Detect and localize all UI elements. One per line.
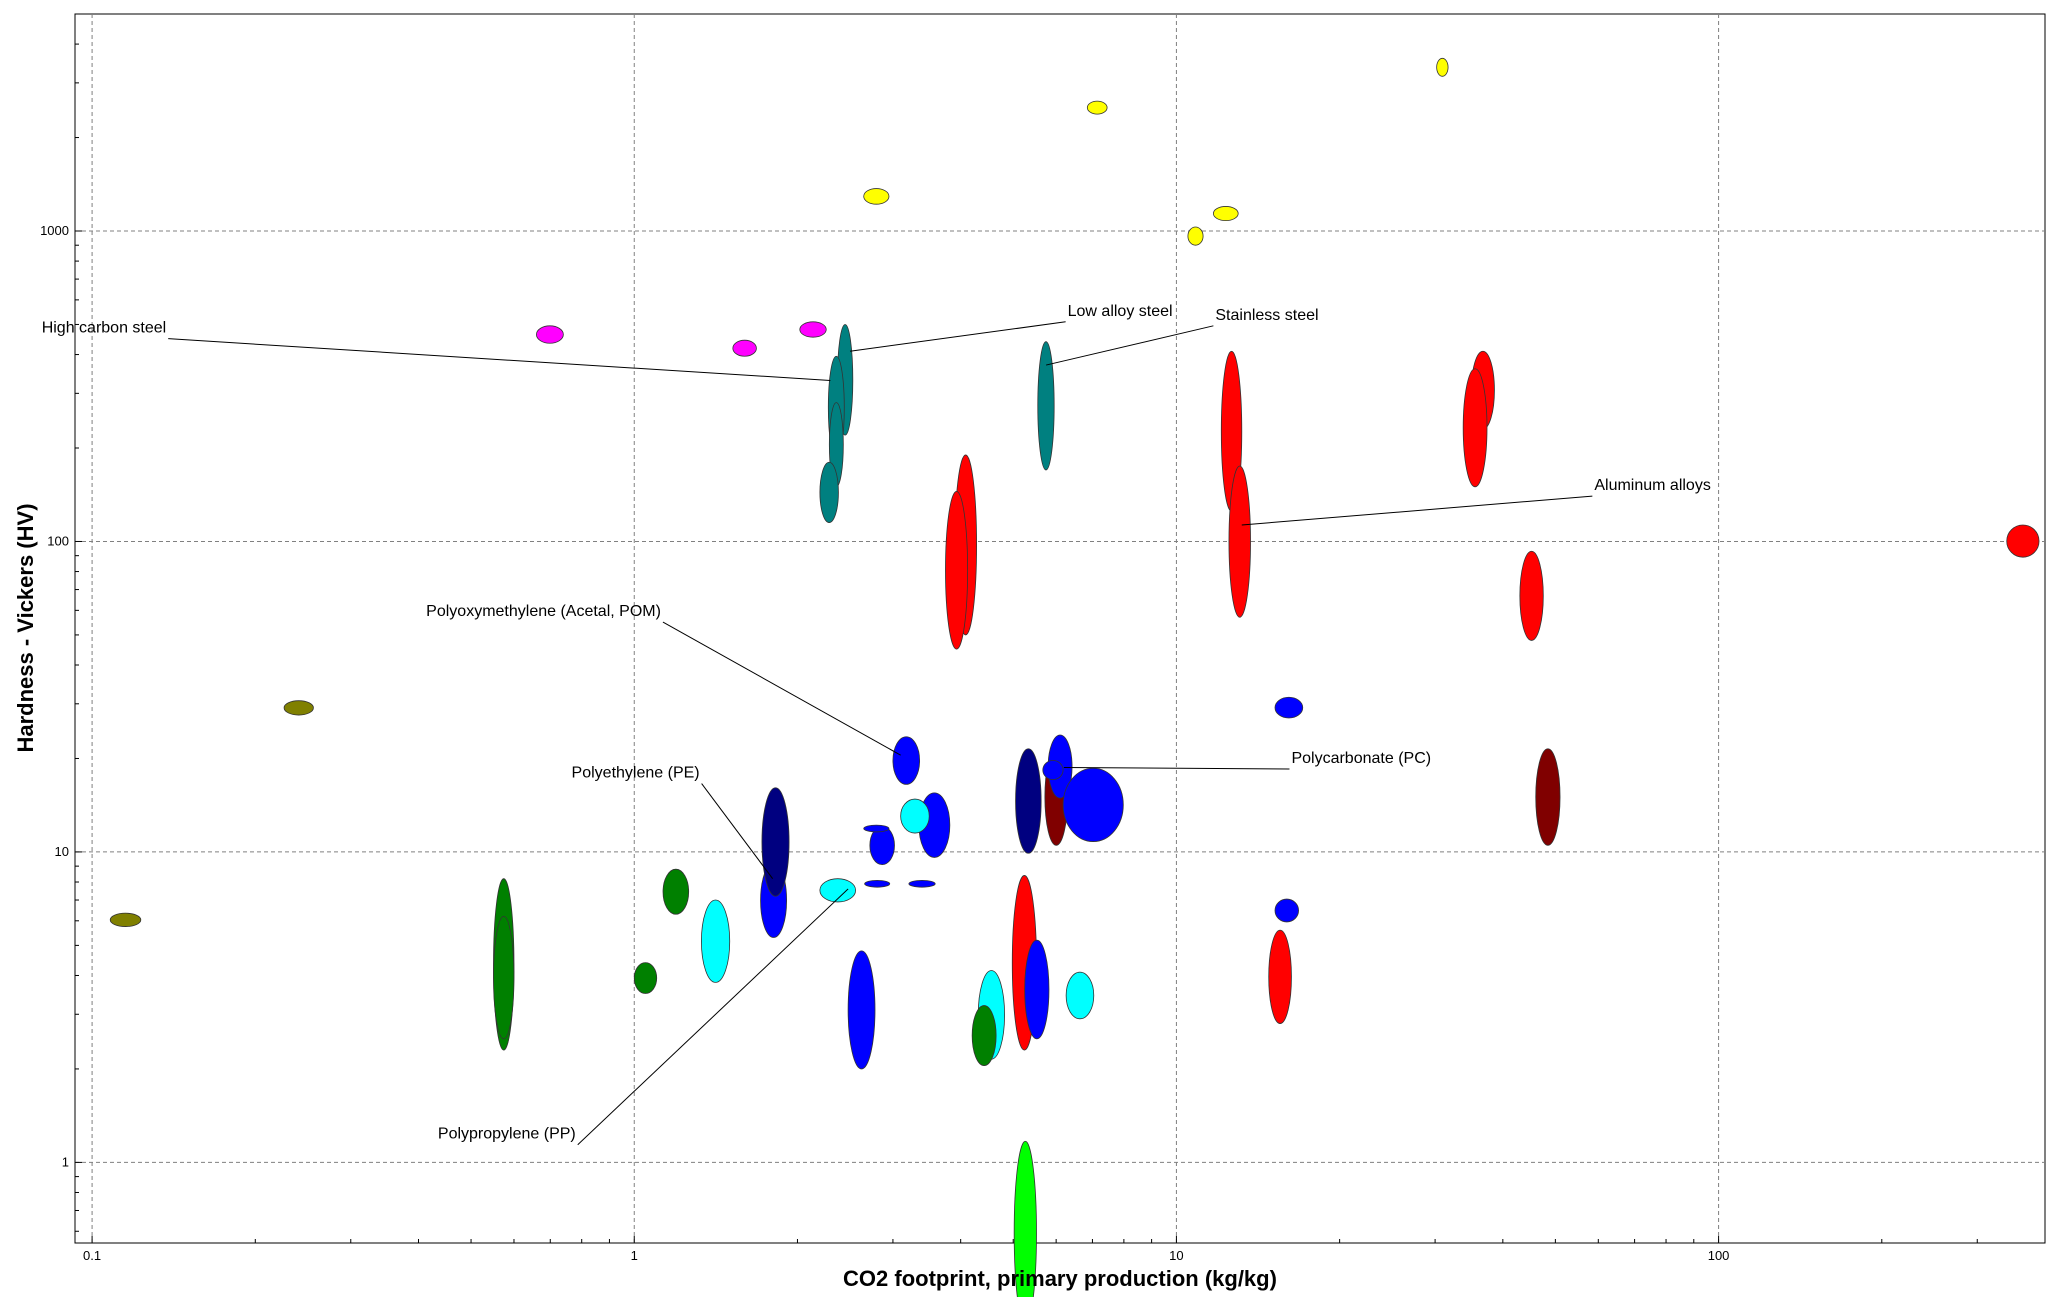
bubble-natural (283, 700, 314, 716)
bubble-elastomer (633, 962, 658, 994)
annotations: High carbon steel Low alloy steel Stainles… (42, 303, 1711, 1146)
bubble-polymer-light (1065, 971, 1095, 1020)
y-tick-label: 10 (55, 844, 69, 859)
y-axis-title: Hardness - Vickers (HV) (13, 503, 38, 752)
annotation-leader-line (577, 888, 849, 1146)
bubble-metal-nonferrous (1519, 550, 1544, 641)
bubble-polymer-light (819, 878, 856, 903)
bubble-polymer-light (900, 798, 930, 834)
y-tick-label: 100 (47, 533, 69, 548)
bubble-natural (109, 912, 142, 927)
plot-area (74, 13, 2046, 1244)
annotation-leader-line (1046, 325, 1214, 366)
y-tick-label: 1 (62, 1154, 69, 1169)
bubble-polymer (1274, 898, 1299, 923)
x-tick-label: 0.1 (83, 1248, 101, 1263)
bubble-polymer-dark (1015, 748, 1042, 854)
bubble-ceramic (1436, 57, 1449, 77)
bubble-glass (732, 339, 757, 357)
bubble-polymer (863, 824, 890, 833)
bubble-polymer (1042, 760, 1064, 780)
bubble-polymer-light (701, 899, 731, 983)
bubble-foam (1013, 1140, 1037, 1302)
annotation-leader-line (701, 783, 774, 879)
annotation-label: Polypropylene (PP) (438, 1126, 576, 1143)
annotation-label: Stainless steel (1215, 307, 1318, 324)
bubble-elastomer (662, 868, 690, 915)
bubble-glass (799, 321, 827, 338)
bubble-elastomer (971, 1005, 997, 1067)
annotation-label: Polycarbonate (PC) (1291, 750, 1431, 767)
tick-labels: 0.1 1 10 100 1 10 100 1000 (40, 223, 1729, 1263)
grid-lines (75, 14, 2045, 1243)
bubble-polymer (1274, 696, 1304, 719)
bubble-polymer (1024, 939, 1050, 1040)
minor-ticks (75, 43, 1978, 1243)
bubbles (109, 57, 2040, 1302)
annotation-label: High carbon steel (42, 320, 167, 337)
annotation-leader-line (1063, 767, 1290, 770)
bubble-metal-precious (1535, 748, 1561, 846)
annotation-label: Low alloy steel (1068, 303, 1173, 320)
bubble-metal-ferrous (1037, 341, 1055, 471)
annotation-leader-line (1241, 495, 1593, 526)
annotation-leader-line (168, 338, 831, 381)
x-tick-label: 100 (1708, 1248, 1730, 1263)
bubble-metal-nonferrous (1268, 929, 1292, 1024)
bubble-elastomer (493, 915, 515, 1040)
bubble-polymer (892, 736, 921, 785)
annotation-leader-line (849, 321, 1066, 352)
bubble-metal-nonferrous (1462, 368, 1488, 488)
annotation-label: Polyethylene (PE) (572, 765, 700, 782)
bubble-polymer-dark (761, 787, 790, 897)
bubble-polymer (908, 879, 936, 888)
bubble-metal-nonferrous (945, 490, 969, 650)
bubble-ceramic (1086, 100, 1108, 115)
annotation-label: Aluminum alloys (1594, 477, 1710, 494)
bubble-ceramic (863, 188, 890, 205)
bubble-polymer (864, 879, 891, 888)
bubble-ceramic (1187, 226, 1204, 246)
bubble-metal-nonferrous (2006, 524, 2040, 558)
bubble-metal-nonferrous (1228, 465, 1251, 618)
bubble-glass (536, 325, 564, 344)
annotation-leader-line (662, 621, 901, 756)
x-tick-label: 1 (631, 1248, 638, 1263)
x-tick-label: 10 (1169, 1248, 1183, 1263)
bubble-ceramic (1212, 206, 1239, 222)
annotation-label: Polyoxymethylene (Acetal, POM) (426, 603, 661, 620)
bubble-polymer (1062, 767, 1124, 842)
bubble-polymer (847, 950, 876, 1070)
x-axis-title: CO2 footprint, primary production (kg/kg… (843, 1266, 1277, 1291)
y-tick-label: 1000 (40, 223, 69, 238)
bubble-metal-ferrous (819, 461, 839, 524)
